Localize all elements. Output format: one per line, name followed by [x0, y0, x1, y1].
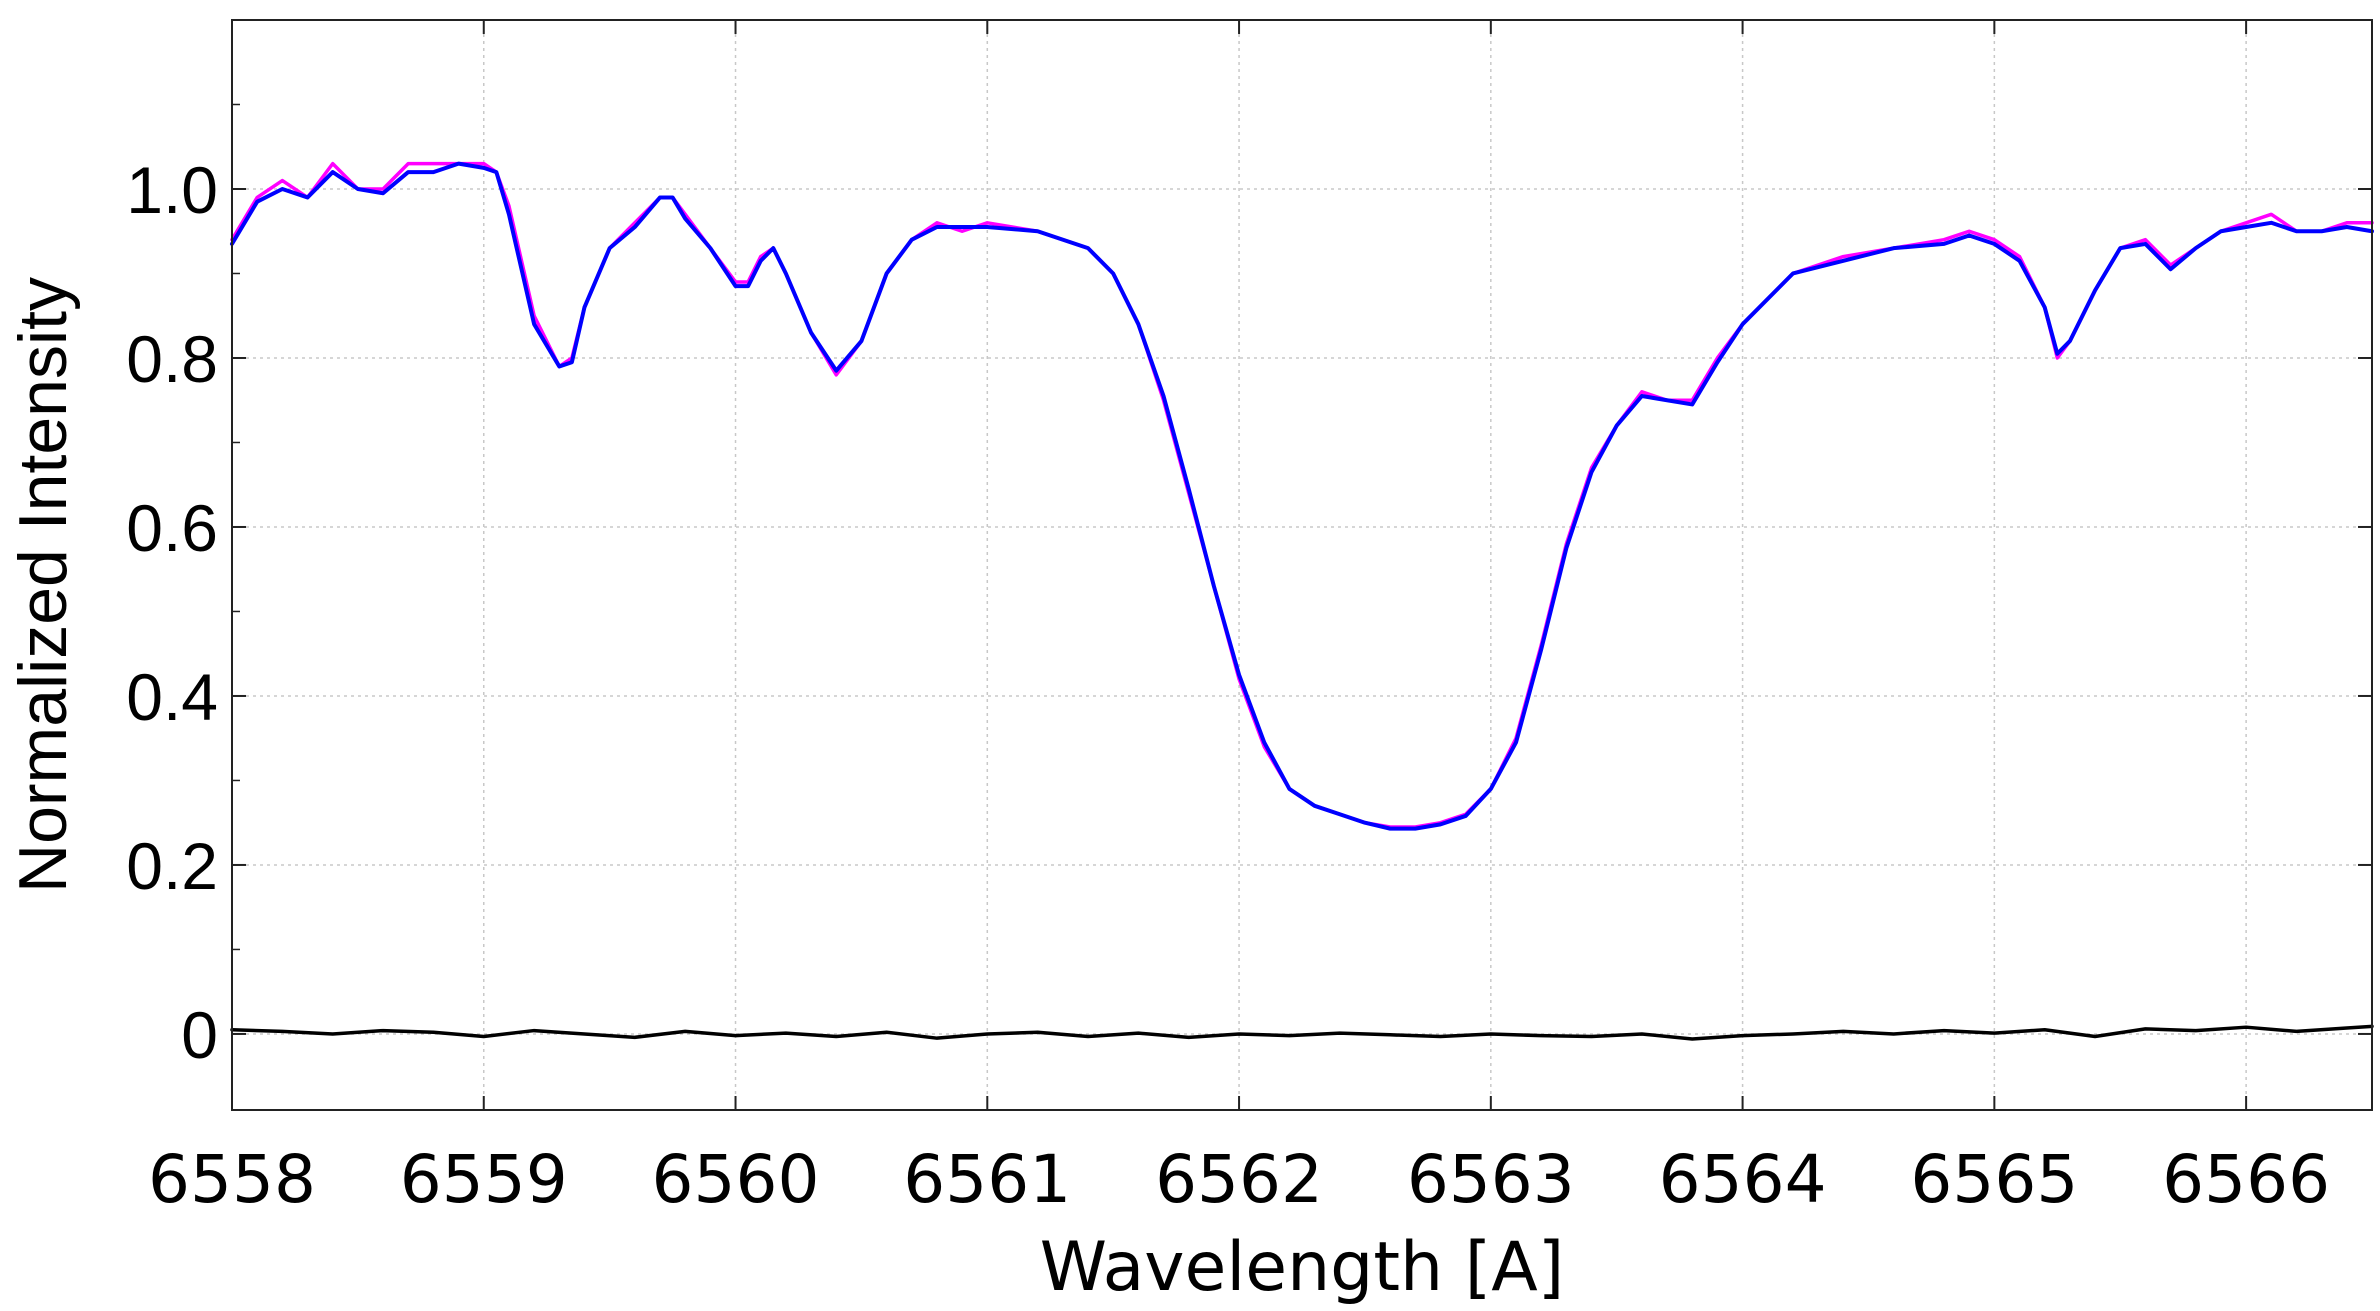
- y-tick-label: 1.0: [126, 153, 218, 227]
- y-axis-label: Normalized Intensity: [5, 277, 81, 893]
- x-tick-labels: 6558 6559 6560 6561 6562 6563 6564 6565 6566: [148, 1141, 2330, 1218]
- series-group: [230, 161, 2374, 1041]
- tick-marks: [231, 19, 2372, 1110]
- x-tick-label: 6565: [1910, 1141, 2078, 1218]
- x-tick-label: 6566: [2162, 1141, 2330, 1218]
- y-tick-labels: 0 0.2 0.4 0.6 0.8 1.0: [126, 153, 218, 1072]
- y-tick-label: 0.2: [126, 829, 218, 903]
- x-tick-label: 6559: [400, 1141, 568, 1218]
- x-tick-label: 6558: [148, 1141, 316, 1218]
- y-tick-label: 0: [181, 998, 218, 1072]
- y-tick-label: 0.4: [126, 660, 218, 734]
- y-tick-label: 0.8: [126, 322, 218, 396]
- x-tick-label: 6564: [1659, 1141, 1827, 1218]
- blue-series-line: [230, 161, 2374, 831]
- x-axis-label: Wavelength [A]: [1040, 1228, 1565, 1307]
- y-tick-label: 0.6: [126, 491, 218, 565]
- x-tick-label: 6560: [652, 1141, 820, 1218]
- x-tick-label: 6561: [903, 1141, 1071, 1218]
- residual-series-line: [230, 1024, 2374, 1041]
- x-tick-label: 6563: [1407, 1141, 1575, 1218]
- x-tick-label: 6562: [1155, 1141, 1323, 1218]
- plot-frame: [231, 19, 2373, 1111]
